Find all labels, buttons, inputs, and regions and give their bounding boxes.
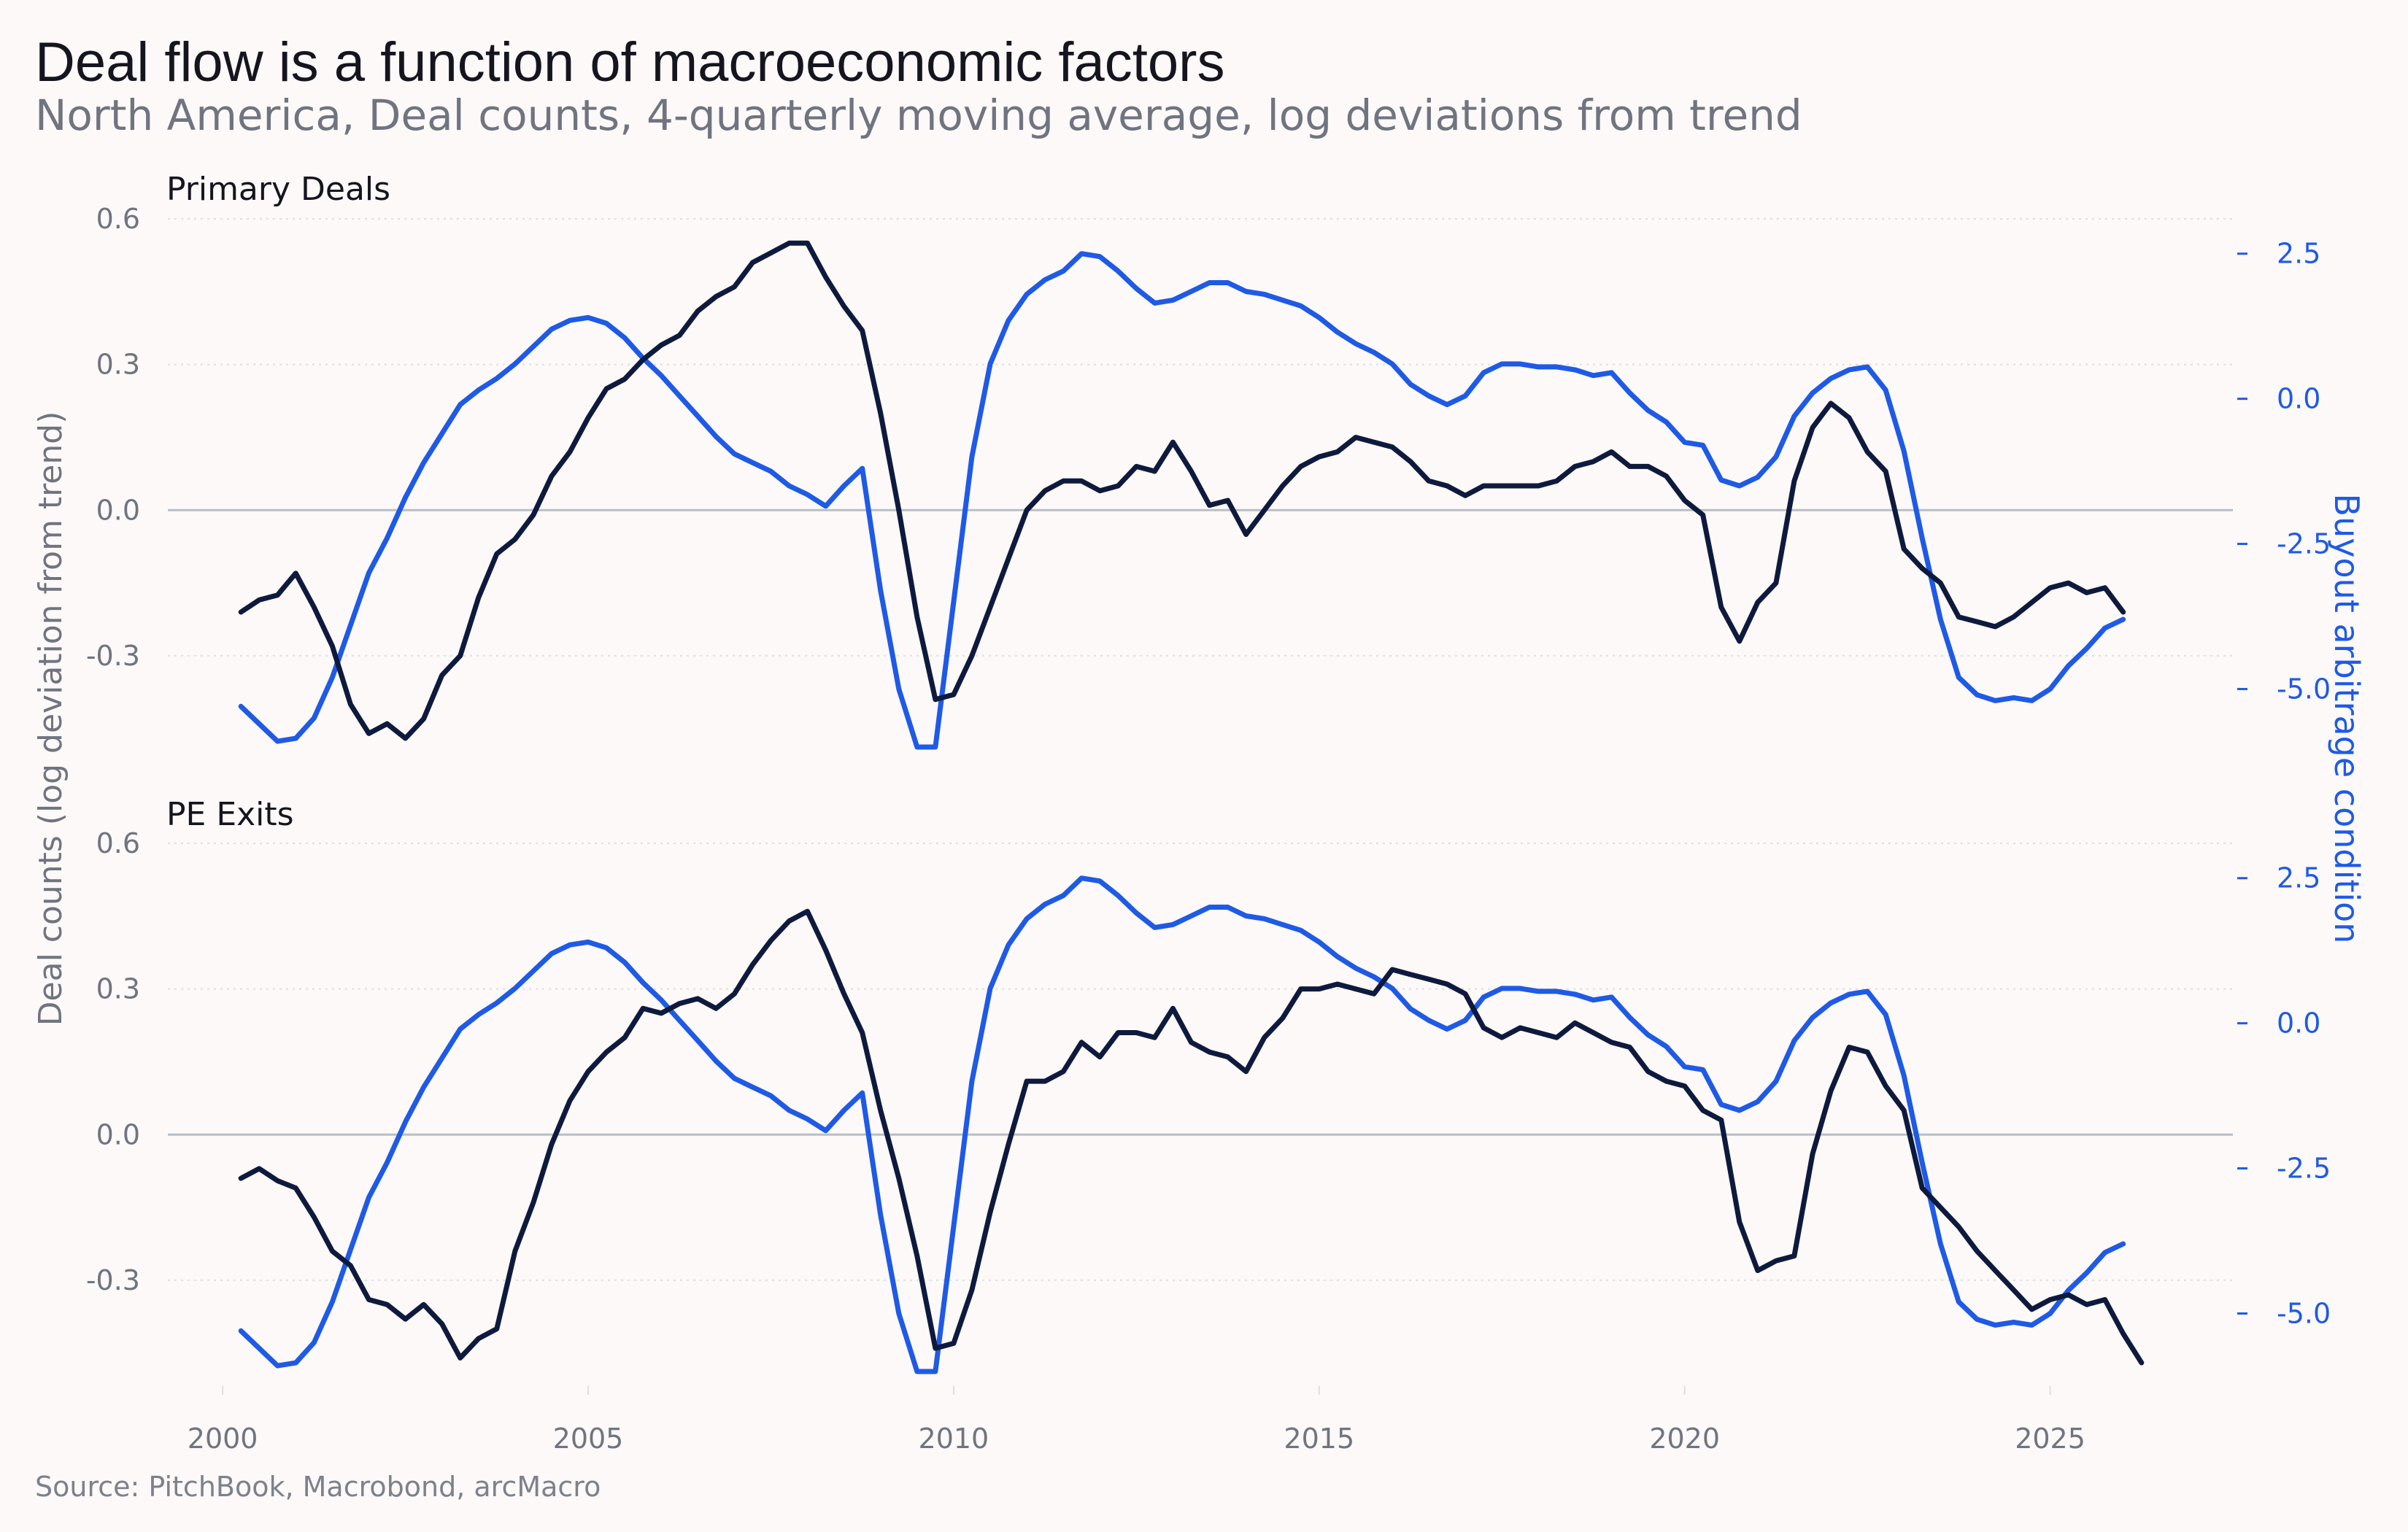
series-line-deal-counts xyxy=(238,240,2126,741)
right-tick-label: -5.0 xyxy=(2277,673,2331,705)
grid-layer xyxy=(168,218,2233,1281)
x-tick-label: 2020 xyxy=(1649,1423,1720,1455)
left-tick-label: 0.6 xyxy=(96,203,140,235)
series-line-deal-counts xyxy=(238,908,2145,1366)
left-tick-label: 0.6 xyxy=(96,827,140,859)
right-tick-label: 2.5 xyxy=(2277,238,2320,270)
axis-layer: 0.6 0.3 0.0 -0.3 2.5 0.0 -2.5 -5.0 0.6 0.3 0.0 -0.3… xyxy=(86,203,2331,1455)
left-tick-label: 0.0 xyxy=(96,494,140,526)
series-line-buyout-arbitrage xyxy=(238,251,2126,750)
x-tick-label: 2025 xyxy=(2015,1423,2085,1455)
x-tick-label: 2010 xyxy=(919,1423,989,1455)
right-tick-label: 2.5 xyxy=(2277,862,2320,894)
panel-title-primary-deals: Primary Deals xyxy=(166,171,390,208)
right-tick-label: -5.0 xyxy=(2277,1297,2331,1329)
series-layer xyxy=(238,240,2145,1374)
right-axis-label: Buyout arbitrage condition xyxy=(2327,494,2366,944)
left-tick-label: 0.0 xyxy=(96,1118,140,1150)
x-tick-label: 2015 xyxy=(1284,1423,1354,1455)
source-note: Source: PitchBook, Macrobond, arcMacro xyxy=(35,1471,601,1503)
right-tick-label: 0.0 xyxy=(2277,1007,2320,1040)
left-tick-label: 0.3 xyxy=(96,973,140,1005)
series-line-buyout-arbitrage xyxy=(238,875,2126,1374)
right-tick-label: 0.0 xyxy=(2277,383,2320,415)
x-tick-label: 2000 xyxy=(188,1423,258,1455)
left-tick-label: -0.3 xyxy=(86,1264,140,1296)
panel-title-pe-exits: PE Exits xyxy=(166,796,294,833)
right-tick-label: -2.5 xyxy=(2277,528,2331,560)
left-tick-label: 0.3 xyxy=(96,349,140,381)
left-axis-label: Deal counts (log deviation from trend) xyxy=(32,411,69,1026)
chart-title: Deal flow is a function of macroeconomic… xyxy=(35,31,1225,93)
x-tick-label: 2005 xyxy=(553,1423,624,1455)
left-tick-label: -0.3 xyxy=(86,640,140,672)
right-tick-label: -2.5 xyxy=(2277,1153,2331,1185)
chart-subtitle: North America, Deal counts, 4-quarterly … xyxy=(35,90,1802,140)
